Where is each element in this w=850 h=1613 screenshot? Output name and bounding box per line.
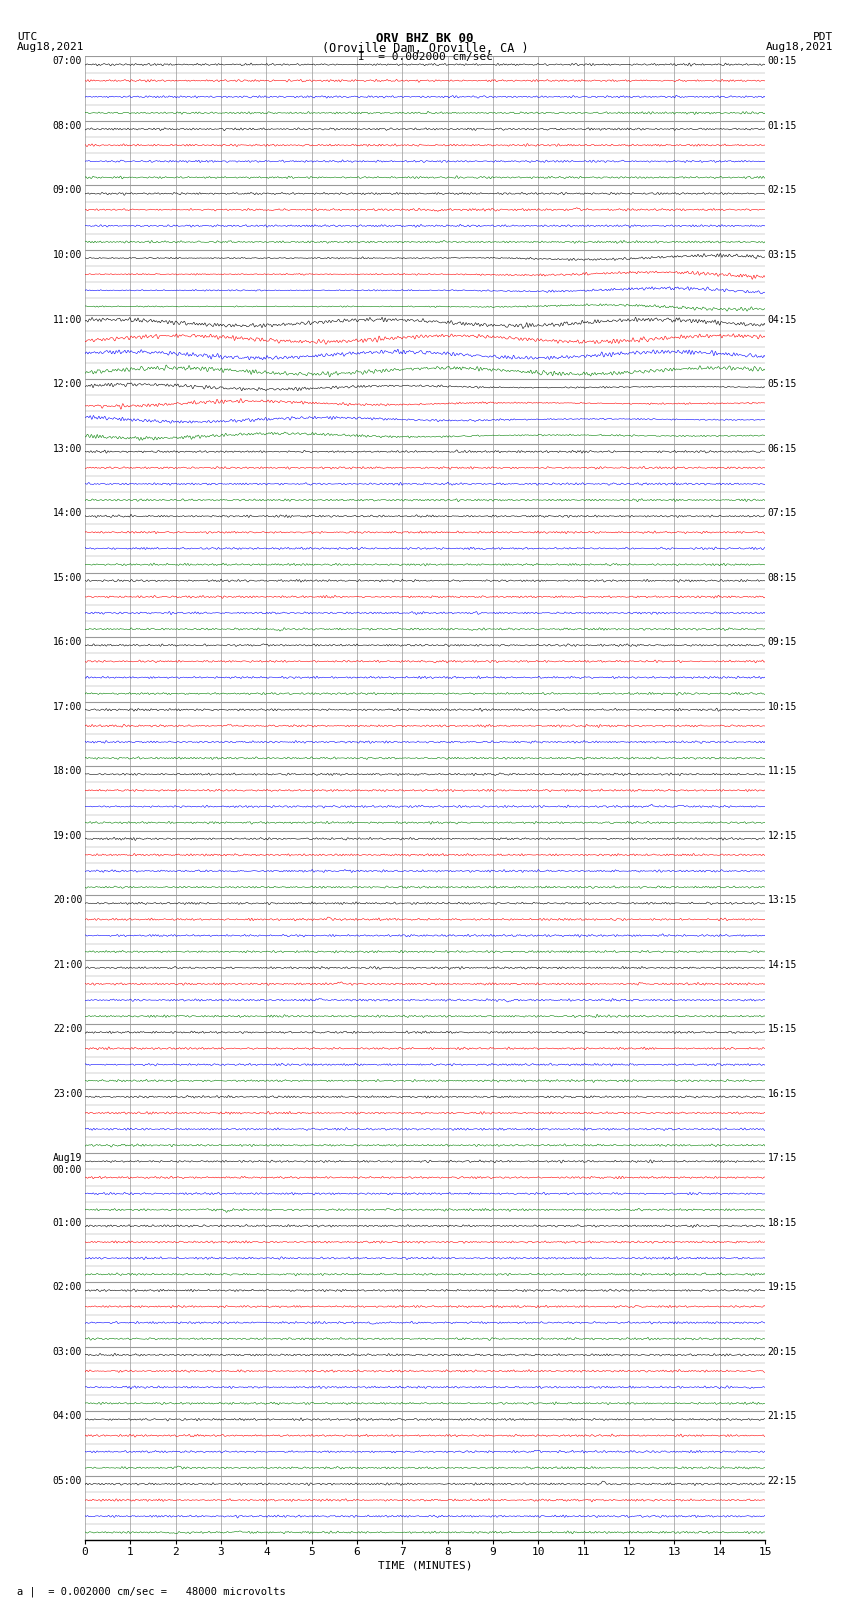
X-axis label: TIME (MINUTES): TIME (MINUTES) [377,1560,473,1569]
Text: Aug18,2021: Aug18,2021 [766,42,833,52]
Text: UTC: UTC [17,32,37,42]
Text: Aug18,2021: Aug18,2021 [17,42,84,52]
Text: I  = 0.002000 cm/sec: I = 0.002000 cm/sec [358,52,492,61]
Text: PDT: PDT [813,32,833,42]
Text: a |  = 0.002000 cm/sec =   48000 microvolts: a | = 0.002000 cm/sec = 48000 microvolts [17,1586,286,1597]
Text: ORV BHZ BK 00: ORV BHZ BK 00 [377,32,473,45]
Text: (Oroville Dam, Oroville, CA ): (Oroville Dam, Oroville, CA ) [321,42,529,55]
